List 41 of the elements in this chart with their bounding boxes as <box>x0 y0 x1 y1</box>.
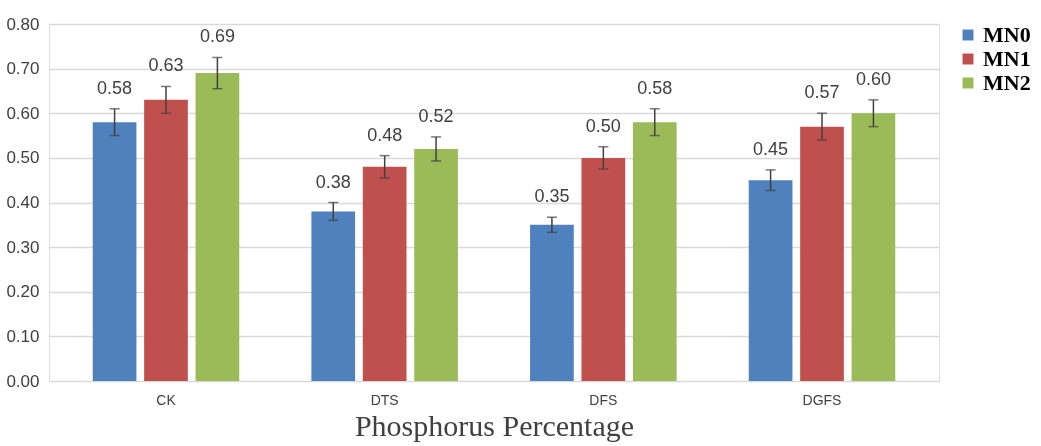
x-tick-label: DTS <box>370 391 399 408</box>
bar <box>311 211 356 381</box>
bar <box>144 99 188 381</box>
x-axis-title: Phosphorus Percentage <box>354 408 635 442</box>
bar <box>748 180 793 381</box>
data-label: 0.35 <box>534 186 570 207</box>
data-label: 0.45 <box>753 138 789 159</box>
bar <box>530 224 574 381</box>
y-tick-label: 0.60 <box>6 103 40 123</box>
y-tick-label: 0.30 <box>6 237 40 257</box>
legend-label: MN0 <box>983 22 1031 47</box>
x-tick-label: CK <box>156 391 177 408</box>
y-tick-label: 0.40 <box>6 193 40 212</box>
data-label: 0.57 <box>804 82 840 103</box>
x-tick-label: DFS <box>589 391 618 408</box>
y-tick-label: 0.00 <box>6 371 40 391</box>
bar <box>195 73 240 381</box>
y-tick-label: 0.10 <box>6 326 40 346</box>
y-tick-label: 0.50 <box>6 148 40 168</box>
bar <box>92 122 137 381</box>
y-tick-label: 0.20 <box>6 282 40 302</box>
data-label: 0.52 <box>418 105 454 126</box>
legend-label: MN2 <box>983 70 1031 95</box>
data-label: 0.38 <box>315 171 351 192</box>
data-label: 0.69 <box>199 26 235 47</box>
data-label: 0.63 <box>148 55 184 76</box>
bar <box>362 166 407 381</box>
data-label: 0.60 <box>855 68 891 89</box>
y-tick-label: 0.70 <box>6 59 40 79</box>
legend-label: MN1 <box>983 46 1031 71</box>
data-label: 0.50 <box>585 115 621 136</box>
data-label: 0.58 <box>97 77 133 98</box>
bar <box>581 157 626 381</box>
bar <box>632 122 677 381</box>
x-tick-label: DGFS <box>802 391 842 408</box>
bar <box>800 126 844 381</box>
bar <box>851 113 896 381</box>
y-tick-label: 0.80 <box>6 14 40 34</box>
bar <box>414 148 458 381</box>
data-label: 0.48 <box>367 124 403 145</box>
data-label: 0.58 <box>637 77 673 98</box>
